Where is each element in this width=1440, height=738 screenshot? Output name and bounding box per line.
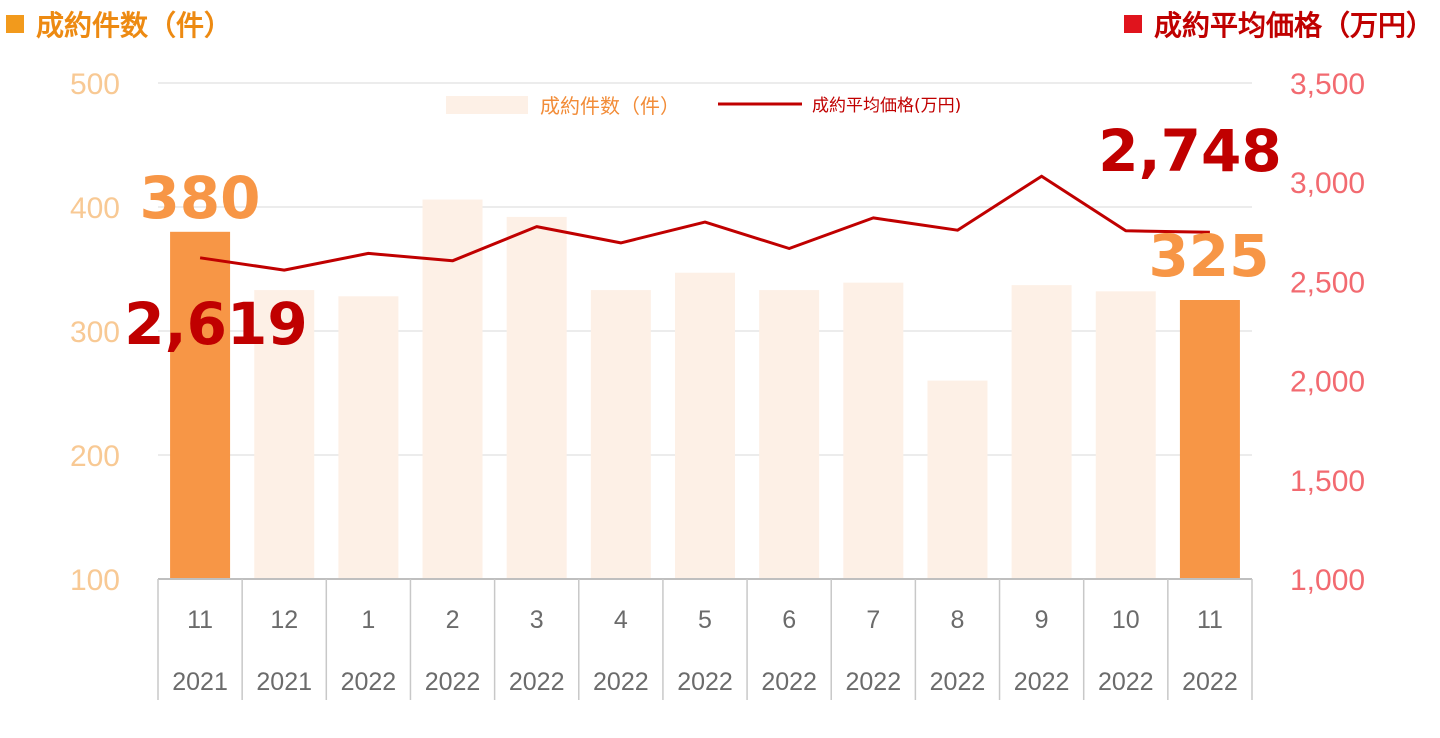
bar: [422, 199, 483, 579]
bar: [759, 290, 820, 579]
legend-bar-label: 成約件数（件）: [540, 94, 680, 118]
bar: [254, 290, 315, 579]
left-axis-header: 成約件数（件）: [6, 4, 232, 44]
year-label: 2022: [677, 668, 733, 696]
right-axis: 3,500 3,000 2,500 2,000 1,500 1,000: [1290, 68, 1365, 597]
left-axis-tick-label: 500: [70, 68, 120, 101]
year-label: 2022: [761, 668, 817, 696]
callout-last-bar: 325: [1148, 222, 1269, 290]
right-axis-tick-label: 3,000: [1290, 167, 1365, 200]
line-path: [199, 174, 1210, 272]
year-label: 2022: [1182, 668, 1238, 696]
category-axis: 11 2021 12 2021 1 2022 2 2022 3 2022 4 2022 5 2022 6 20…: [157, 578, 1253, 700]
month-label: 6: [782, 606, 796, 634]
bar: [590, 290, 651, 579]
callout-first-bar: 380: [139, 164, 260, 232]
month-label: 9: [1035, 606, 1049, 634]
year-label: 2022: [845, 668, 901, 696]
right-axis-tick-label: 1,500: [1290, 465, 1365, 498]
month-label: 7: [866, 606, 880, 634]
bar-series: [170, 199, 1240, 580]
callout-last-line: 2,748: [1098, 117, 1281, 185]
legend: 成約件数（件） 成約平均価格(万円): [446, 94, 961, 118]
line-series: [199, 174, 1211, 272]
left-axis-tick-label: 300: [70, 316, 120, 349]
legend-line-label: 成約平均価格(万円): [812, 96, 961, 116]
bar: [338, 296, 399, 579]
bar: [675, 272, 735, 579]
right-axis-tick-label: 1,000: [1290, 564, 1365, 597]
month-label: 2: [446, 606, 460, 634]
year-label: 2022: [930, 668, 986, 696]
bar: [1179, 300, 1240, 579]
month-label: 5: [698, 606, 712, 634]
left-axis-tick-label: 400: [70, 192, 120, 225]
right-axis-header-label: 成約平均価格（万円）: [1153, 9, 1434, 42]
orange-square-icon: [6, 15, 24, 33]
right-axis-tick-label: 3,500: [1290, 68, 1365, 101]
bar: [1011, 285, 1072, 579]
callouts: 380 2,619 325 2,748: [124, 117, 1281, 358]
bar: [927, 380, 988, 579]
month-label: 11: [187, 606, 213, 634]
callout-first-line: 2,619: [124, 290, 307, 358]
year-label: 2021: [256, 668, 312, 696]
month-label: 12: [270, 606, 298, 634]
year-label: 2022: [1014, 668, 1070, 696]
red-square-icon: [1123, 15, 1142, 33]
month-label: 4: [614, 606, 628, 634]
right-axis-tick-label: 2,000: [1290, 366, 1365, 399]
month-label: 3: [530, 606, 544, 634]
left-axis-tick-label: 200: [70, 440, 120, 473]
month-label: 10: [1112, 606, 1140, 634]
left-axis: 500 400 300 200 100: [70, 68, 120, 597]
right-axis-tick-label: 2,500: [1290, 266, 1365, 299]
left-axis-header-label: 成約件数（件）: [36, 9, 233, 42]
year-label: 2022: [509, 668, 565, 696]
year-label: 2021: [172, 668, 228, 696]
bar: [843, 282, 904, 579]
bar: [506, 216, 567, 580]
month-label: 11: [1197, 606, 1223, 634]
bar: [170, 231, 231, 580]
right-axis-header: 成約平均価格（万円）: [1123, 4, 1434, 44]
year-label: 2022: [425, 668, 481, 696]
legend-bar-swatch: [446, 96, 528, 114]
month-label: 1: [361, 606, 375, 634]
bar: [1095, 291, 1156, 579]
left-axis-tick-label: 100: [70, 564, 120, 597]
year-label: 2022: [1098, 668, 1154, 696]
year-label: 2022: [593, 668, 649, 696]
year-label: 2022: [341, 668, 397, 696]
month-label: 8: [951, 606, 965, 634]
